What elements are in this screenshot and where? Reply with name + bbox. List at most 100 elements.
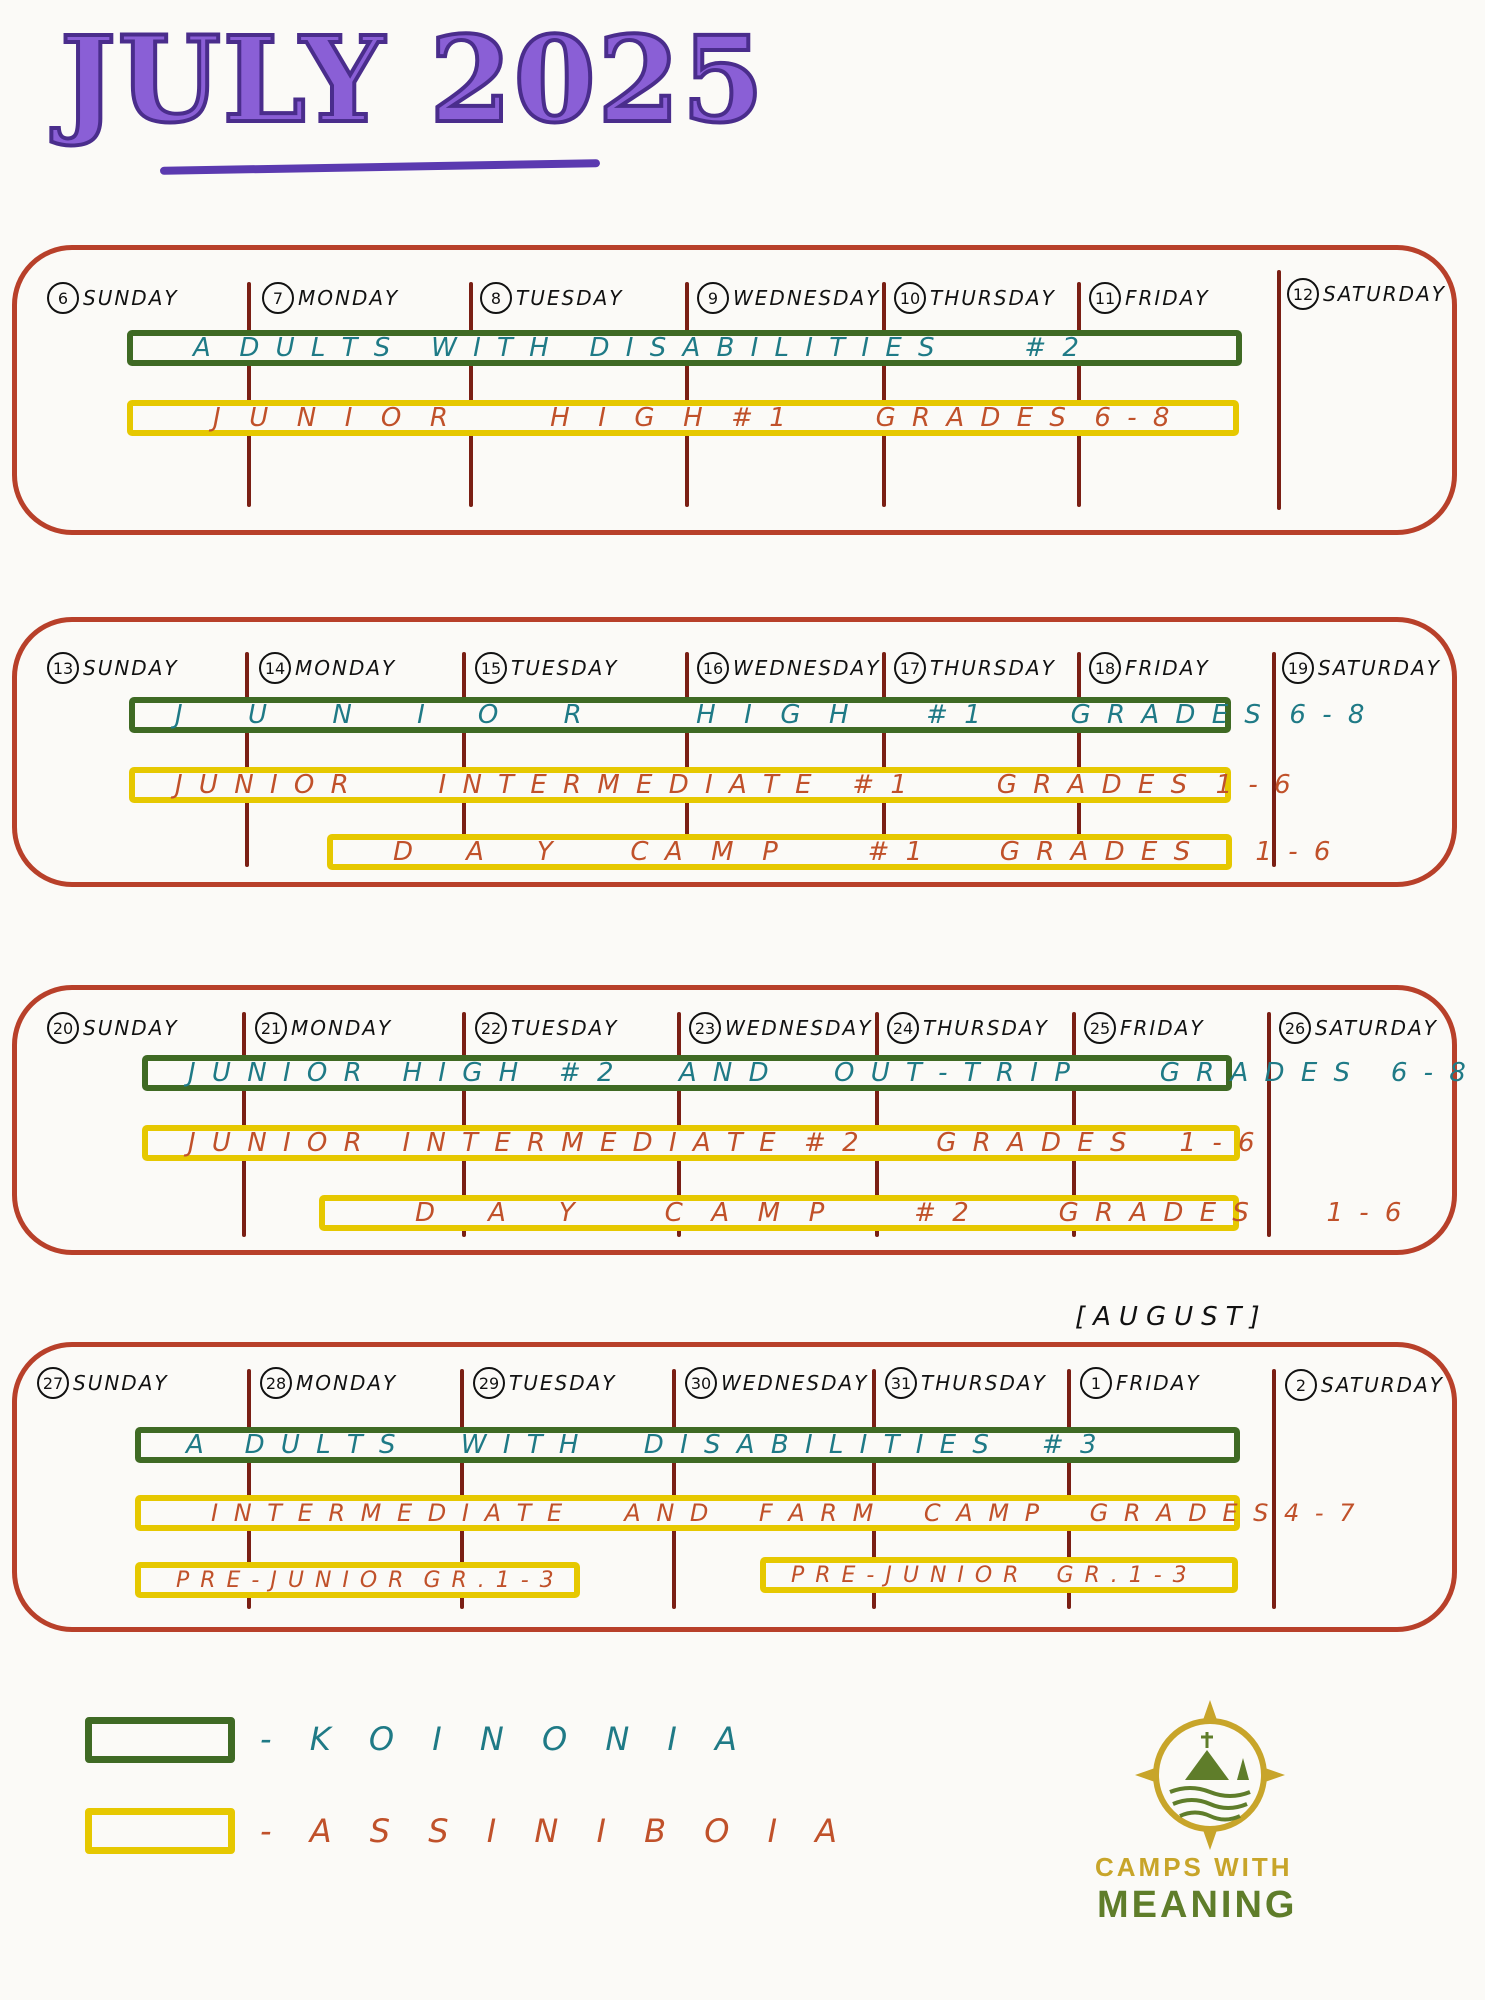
- day-number: 8: [480, 282, 512, 314]
- day-header: 31 THURSDAY: [885, 1367, 1047, 1399]
- day-name: SUNDAY: [83, 656, 179, 680]
- day-header: 27 SUNDAY: [37, 1367, 169, 1399]
- day-number: 19: [1282, 652, 1314, 684]
- logo-text-line2: MEANING: [1097, 1884, 1298, 1926]
- day-divider: [462, 652, 466, 867]
- day-name: TUESDAY: [511, 1016, 619, 1040]
- day-header: 24 THURSDAY: [887, 1012, 1049, 1044]
- day-divider: [882, 282, 886, 507]
- day-header: 2 SATURDAY: [1285, 1369, 1444, 1401]
- day-name: MONDAY: [298, 286, 400, 310]
- day-name: SATURDAY: [1323, 282, 1446, 306]
- camp-bar-koinonia: J U N I O R H I G H # 2 A N D O U T - T …: [142, 1055, 1466, 1091]
- day-number: 16: [697, 652, 729, 684]
- day-name: FRIDAY: [1120, 1016, 1205, 1040]
- day-name: THURSDAY: [923, 1016, 1049, 1040]
- day-header: 13 SUNDAY: [47, 652, 179, 684]
- camp-bar-assiniboia: P R E - J U N I O R G R . 1 - 3: [760, 1557, 1238, 1593]
- day-number: 13: [47, 652, 79, 684]
- day-divider: [882, 652, 886, 867]
- day-header: 15 TUESDAY: [475, 652, 619, 684]
- day-number: 18: [1089, 652, 1121, 684]
- day-number: 6: [47, 282, 79, 314]
- legend-swatch-assiniboia: [85, 1808, 235, 1854]
- day-name: MONDAY: [295, 656, 397, 680]
- day-divider: [872, 1369, 876, 1609]
- day-number: 11: [1089, 282, 1121, 314]
- day-number: 10: [894, 282, 926, 314]
- camps-with-meaning-logo: [1135, 1700, 1285, 1850]
- day-number: 7: [262, 282, 294, 314]
- day-divider: [245, 652, 249, 867]
- day-divider: [1077, 282, 1081, 507]
- day-header: 26 SATURDAY: [1279, 1012, 1438, 1044]
- day-name: MONDAY: [296, 1371, 398, 1395]
- day-divider: [685, 282, 689, 507]
- day-number: 28: [260, 1367, 292, 1399]
- day-number: 30: [685, 1367, 717, 1399]
- day-header: 21 MONDAY: [255, 1012, 392, 1044]
- august-marker: [AUGUST]: [1075, 1302, 1268, 1332]
- day-divider: [247, 1369, 251, 1609]
- day-divider: [242, 1012, 246, 1237]
- day-name: SUNDAY: [83, 286, 179, 310]
- day-number: 29: [473, 1367, 505, 1399]
- day-header: 9 WEDNESDAY: [697, 282, 880, 314]
- day-divider: [677, 1012, 681, 1237]
- day-name: SUNDAY: [83, 1016, 179, 1040]
- day-name: THURSDAY: [921, 1371, 1047, 1395]
- day-header: 29 TUESDAY: [473, 1367, 617, 1399]
- day-divider: [1277, 270, 1281, 510]
- camp-bar-assiniboia: D A Y C A M P # 1 G R A D E S 1 - 6: [327, 834, 1330, 870]
- camp-bar-koinonia: J U N I O R H I G H # 1 G R A D E S 6 - …: [129, 697, 1364, 733]
- day-divider: [1267, 1012, 1271, 1237]
- day-number: 2: [1285, 1369, 1317, 1401]
- day-number: 20: [47, 1012, 79, 1044]
- legend-label-koinonia: - K O I N O N I A: [260, 1720, 751, 1758]
- day-number: 25: [1084, 1012, 1116, 1044]
- day-header: 30 WEDNESDAY: [685, 1367, 868, 1399]
- day-name: FRIDAY: [1125, 656, 1210, 680]
- camp-bar-koinonia: A D U L T S W I T H D I S A B I L I T I …: [135, 1427, 1240, 1463]
- day-header: 14 MONDAY: [259, 652, 396, 684]
- day-header: 18 FRIDAY: [1089, 652, 1210, 684]
- camp-bar-assiniboia: J U N I O R I N T E R M E D I A T E # 1 …: [129, 767, 1291, 803]
- camp-bar-assiniboia: P R E - J U N I O R G R . 1 - 3: [135, 1562, 580, 1598]
- day-header: 20 SUNDAY: [47, 1012, 179, 1044]
- day-name: THURSDAY: [930, 286, 1056, 310]
- day-divider: [672, 1369, 676, 1609]
- day-name: WEDNESDAY: [725, 1016, 873, 1040]
- day-divider: [460, 1369, 464, 1609]
- day-header: 17 THURSDAY: [894, 652, 1056, 684]
- day-name: MONDAY: [291, 1016, 393, 1040]
- legend-swatch-koinonia: [85, 1717, 235, 1763]
- day-number: 22: [475, 1012, 507, 1044]
- day-header: 1 FRIDAY: [1080, 1367, 1201, 1399]
- day-number: 12: [1287, 278, 1319, 310]
- day-name: FRIDAY: [1125, 286, 1210, 310]
- day-number: 9: [697, 282, 729, 314]
- day-header: 22 TUESDAY: [475, 1012, 619, 1044]
- title-underline: [159, 159, 601, 175]
- day-name: WEDNESDAY: [733, 656, 881, 680]
- day-header: 28 MONDAY: [260, 1367, 397, 1399]
- day-name: WEDNESDAY: [733, 286, 881, 310]
- day-header: 8 TUESDAY: [480, 282, 624, 314]
- day-number: 26: [1279, 1012, 1311, 1044]
- day-header: 11 FRIDAY: [1089, 282, 1210, 314]
- day-name: SATURDAY: [1315, 1016, 1438, 1040]
- day-name: SATURDAY: [1321, 1373, 1444, 1397]
- day-divider: [685, 652, 689, 867]
- day-header: 19 SATURDAY: [1282, 652, 1441, 684]
- day-header: 6 SUNDAY: [47, 282, 179, 314]
- day-name: FRIDAY: [1116, 1371, 1201, 1395]
- camp-bar-assiniboia: I N T E R M E D I A T E A N D F A R M C …: [135, 1495, 1354, 1531]
- day-name: TUESDAY: [511, 656, 619, 680]
- day-header: 7 MONDAY: [262, 282, 399, 314]
- logo-text-line1: CAMPS WITH: [1095, 1852, 1293, 1882]
- day-header: 23 WEDNESDAY: [689, 1012, 872, 1044]
- day-name: WEDNESDAY: [721, 1371, 869, 1395]
- day-divider: [1072, 1012, 1076, 1237]
- day-name: SATURDAY: [1318, 656, 1441, 680]
- day-name: TUESDAY: [516, 286, 624, 310]
